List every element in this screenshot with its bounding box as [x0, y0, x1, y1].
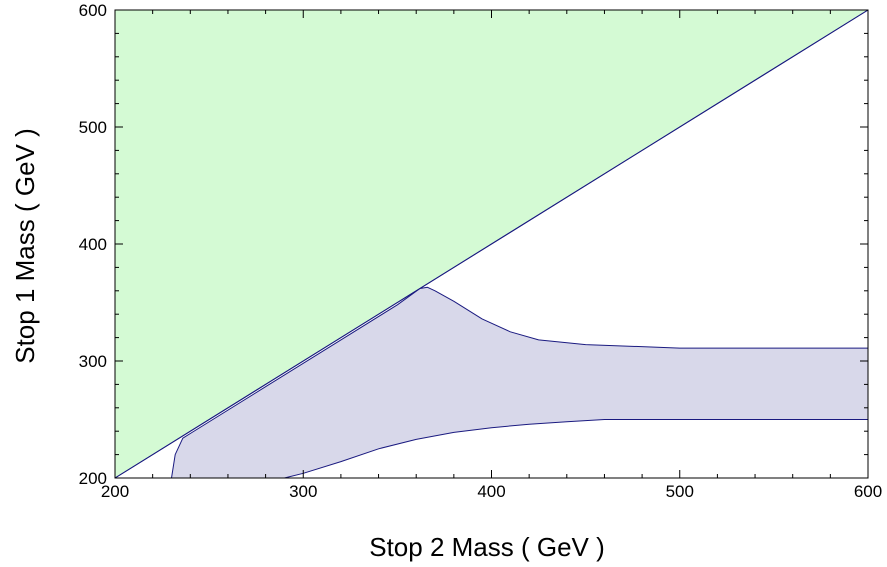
region-2 — [171, 286, 869, 479]
x-tick-label: 500 — [666, 482, 694, 501]
y-tick-label: 200 — [79, 469, 107, 488]
x-axis-label: Stop 2 Mass ( GeV ) — [369, 532, 605, 562]
y-tick-labels: 200 300 400 500 600 — [79, 1, 107, 488]
x-tick-label: 600 — [854, 482, 882, 501]
y-tick-label: 600 — [79, 1, 107, 20]
axis-ticks — [114, 9, 869, 479]
diagonal-line — [114, 9, 869, 479]
x-tick-label: 300 — [289, 482, 317, 501]
chart-lines — [114, 9, 869, 479]
x-tick-labels: 200 300 400 500 600 — [101, 482, 882, 501]
y-axis-label: Stop 1 Mass ( GeV ) — [10, 128, 40, 364]
y-tick-label: 400 — [79, 235, 107, 254]
y-tick-label: 300 — [79, 352, 107, 371]
y-tick-label: 500 — [79, 118, 107, 137]
x-tick-label: 400 — [477, 482, 505, 501]
x-tick-label: 200 — [101, 482, 129, 501]
